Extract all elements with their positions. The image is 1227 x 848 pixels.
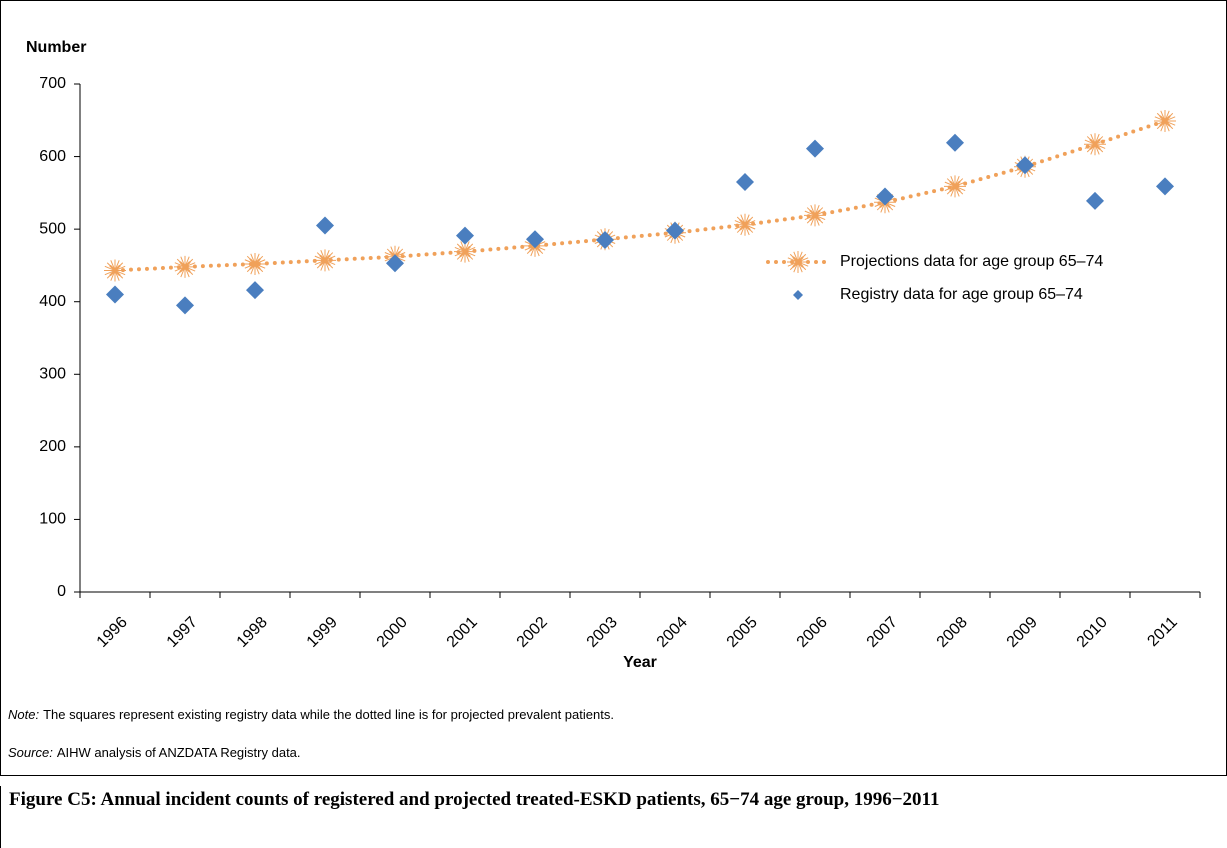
note: Note: The squares represent existing regi… <box>8 707 614 722</box>
y-axis-title: Number <box>26 39 86 56</box>
x-tick-label: 2011 <box>1144 614 1180 650</box>
x-tick-label: 2008 <box>934 614 971 651</box>
data-point <box>736 172 754 191</box>
data-point <box>1016 156 1034 175</box>
diamond-shape <box>176 296 194 315</box>
data-point <box>1086 191 1104 210</box>
y-tick-label: 300 <box>39 366 66 383</box>
x-tick-label: 2006 <box>794 614 831 651</box>
note-label: Note: <box>8 707 40 722</box>
x-tick-label: 2002 <box>514 614 551 651</box>
source: Source: AIHW analysis of ANZDATA Registry… <box>8 745 301 760</box>
x-tick-label: 1998 <box>234 614 271 651</box>
star-x <box>792 256 804 268</box>
data-point <box>454 240 476 263</box>
legend-item: Registry data for age group 65–74 <box>793 286 1083 303</box>
data-point <box>1154 110 1176 133</box>
data-point <box>1084 133 1106 156</box>
data-point <box>104 259 126 282</box>
data-point <box>596 231 614 250</box>
source-text: AIHW analysis of ANZDATA Registry data. <box>56 745 301 760</box>
diamond-shape <box>316 216 334 235</box>
y-tick-label: 600 <box>39 148 66 165</box>
data-point <box>386 254 404 273</box>
diamond-shape <box>1156 177 1174 196</box>
x-tick-label: 2000 <box>374 614 411 651</box>
data-point <box>734 213 756 236</box>
diamond-shape <box>596 231 614 250</box>
y-tick-label: 0 <box>57 583 66 600</box>
data-point <box>316 216 334 235</box>
diamond-shape <box>386 254 404 273</box>
star-x <box>809 209 821 222</box>
diamond-shape <box>526 230 544 249</box>
x-tick-label: 2001 <box>444 614 481 651</box>
star-x <box>949 180 961 193</box>
legend-item: Projections data for age group 65–74 <box>766 251 1103 273</box>
diamond-shape <box>1086 191 1104 210</box>
data-point <box>176 296 194 315</box>
y-tick-label: 200 <box>39 438 66 455</box>
chart: Number Year 0 100 200 300 400 500 600 700 1996 19… <box>26 39 1201 671</box>
series-line <box>113 119 1167 273</box>
x-tick-label: 2007 <box>864 614 901 651</box>
diamond-shape <box>793 290 803 300</box>
star-x <box>109 264 121 277</box>
y-tick-label: 500 <box>39 220 66 237</box>
x-tick-label: 1997 <box>164 614 201 651</box>
data-point <box>314 249 336 272</box>
x-tick-label: 2009 <box>1004 614 1041 651</box>
x-axis-title: Year <box>623 654 657 671</box>
data-point <box>246 281 264 300</box>
diamond-shape <box>246 281 264 300</box>
x-tick-label: 2003 <box>584 614 621 651</box>
data-point <box>944 175 966 198</box>
data-point <box>876 187 894 206</box>
data-point <box>806 139 824 158</box>
y-tick-label: 100 <box>39 511 66 528</box>
data-point <box>174 255 196 278</box>
y-tick-label: 400 <box>39 293 66 310</box>
legend-label: Projections data for age group 65–74 <box>840 253 1103 270</box>
star-x <box>1159 115 1171 127</box>
star-x <box>179 261 191 273</box>
data-point <box>456 226 474 245</box>
x-tick-label: 2005 <box>724 614 761 651</box>
data-point <box>244 252 266 275</box>
data-point <box>804 204 826 227</box>
legend-label: Registry data for age group 65–74 <box>840 286 1083 303</box>
diamond-shape <box>946 133 964 152</box>
figure-caption: Figure C5: Annual incident counts of reg… <box>0 786 1209 848</box>
diamond-shape <box>736 172 754 191</box>
star-x <box>739 219 751 231</box>
diamond-shape <box>456 226 474 245</box>
diamond-shape <box>1016 156 1034 175</box>
diamond-shape <box>806 139 824 158</box>
data-point <box>666 221 684 240</box>
source-label: Source: <box>8 745 53 760</box>
y-tick-label: 700 <box>39 75 66 92</box>
x-tick-label: 2004 <box>654 614 691 651</box>
star-x <box>459 245 471 258</box>
x-tick-label: 2010 <box>1074 614 1111 651</box>
data-point <box>1156 177 1174 196</box>
data-point <box>526 230 544 249</box>
data-point <box>946 133 964 152</box>
star-x <box>319 254 331 267</box>
x-tick-label: 1999 <box>304 614 341 651</box>
x-tick-label: 1996 <box>94 614 131 651</box>
diamond-shape <box>876 187 894 206</box>
data-point <box>106 285 124 304</box>
star-x <box>249 258 261 270</box>
star-x <box>1089 138 1101 150</box>
diamond-shape <box>666 221 684 240</box>
note-text: The squares represent existing registry … <box>43 707 614 722</box>
diamond-shape <box>106 285 124 304</box>
